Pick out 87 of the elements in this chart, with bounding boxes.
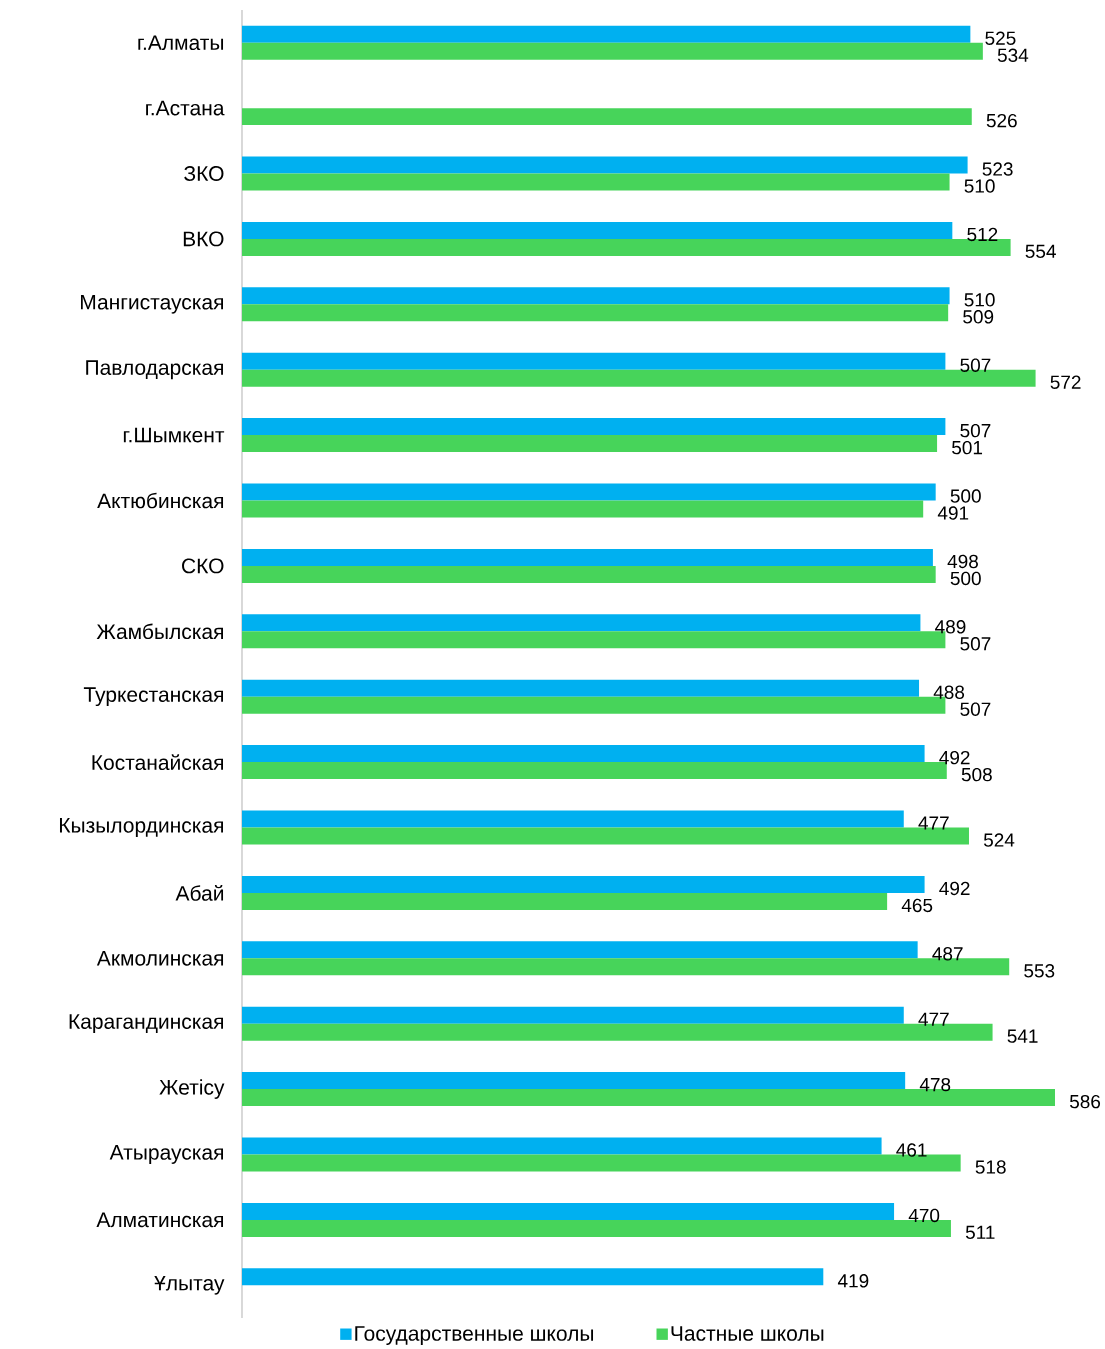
bar <box>242 304 949 322</box>
data-label: 541 <box>1007 1029 1038 1043</box>
bar <box>242 156 968 174</box>
data-label: 507 <box>960 702 991 716</box>
bar <box>242 548 933 566</box>
bar <box>242 1137 882 1155</box>
data-label: 525 <box>985 31 1016 45</box>
y-tick-label: г.Алматы <box>138 35 224 51</box>
bar <box>242 745 925 763</box>
bar <box>242 42 983 60</box>
y-tick-label: Павлодарская <box>86 360 223 380</box>
data-label: 511 <box>965 1225 995 1240</box>
bar <box>242 287 950 305</box>
bar <box>242 418 946 436</box>
bar <box>242 679 920 697</box>
bar <box>242 483 936 501</box>
y-tick-label: ЗКО <box>184 166 224 181</box>
legend-label: Государственные школы <box>355 1326 594 1346</box>
bar <box>242 25 971 43</box>
bar <box>242 435 938 453</box>
data-label: 477 <box>918 816 949 830</box>
data-label: 586 <box>1069 1094 1101 1109</box>
data-label: 507 <box>960 637 991 651</box>
data-label: 478 <box>919 1077 951 1092</box>
data-label: 477 <box>918 1012 949 1026</box>
y-tick-label: Абай <box>175 885 224 901</box>
data-label: 492 <box>939 750 970 765</box>
y-tick-label: Мангистауская <box>81 294 223 314</box>
y-tick-label: Актюбинская <box>97 492 224 509</box>
bar <box>242 941 918 959</box>
bar <box>242 352 946 370</box>
bar <box>242 1268 824 1286</box>
y-tick-label: г.Астана <box>146 100 225 116</box>
data-label: 498 <box>947 554 978 569</box>
data-label: 524 <box>983 833 1015 847</box>
data-label: 507 <box>960 358 991 372</box>
bar <box>242 221 953 239</box>
bar <box>242 810 904 828</box>
data-label: 509 <box>963 310 994 324</box>
data-label: 510 <box>964 293 995 307</box>
y-tick-label: Атырауская <box>109 1145 223 1164</box>
data-label: 523 <box>982 162 1013 176</box>
data-label: 500 <box>950 571 981 586</box>
y-tick-label: Алматинская <box>96 1212 224 1228</box>
bar <box>242 1006 904 1024</box>
bar <box>242 614 921 632</box>
data-label: 488 <box>933 685 965 699</box>
data-label: 465 <box>901 898 933 913</box>
bar <box>242 108 972 126</box>
y-tick-label: Жетісу <box>159 1079 225 1099</box>
bar <box>242 1202 895 1220</box>
bar <box>242 565 936 583</box>
y-tick-label: Ұлытау <box>154 1275 225 1295</box>
y-tick-label: Акмолинская <box>96 950 224 966</box>
y-tick-label: Кызылординская <box>59 818 223 837</box>
y-tick-label: Костанайская <box>92 754 223 771</box>
data-label: 489 <box>935 620 966 634</box>
y-tick-label: ВКО <box>183 231 224 247</box>
bar <box>242 875 925 893</box>
y-tick-label: г.Шымкент <box>123 427 225 443</box>
data-label: 572 <box>1050 375 1081 389</box>
data-label: 518 <box>975 1160 1006 1174</box>
y-tick-label: СКО <box>182 558 224 574</box>
data-label: 419 <box>837 1274 869 1288</box>
legend-label: Частные школы <box>671 1326 824 1341</box>
y-tick-label: Туркестанская <box>83 687 223 707</box>
data-label: 487 <box>932 947 963 961</box>
data-label: 507 <box>960 423 991 438</box>
data-label: 470 <box>908 1208 940 1223</box>
data-label: 491 <box>937 506 969 520</box>
data-label: 534 <box>997 48 1029 62</box>
data-label: 553 <box>1024 964 1055 978</box>
bar <box>242 173 950 191</box>
data-label: 510 <box>964 179 995 193</box>
data-label: 500 <box>950 489 981 503</box>
bar <box>242 500 924 518</box>
data-label: 461 <box>896 1143 927 1157</box>
data-label: 501 <box>952 440 983 455</box>
y-tick-label: Жамбылская <box>96 623 223 640</box>
bar <box>242 892 888 910</box>
data-label: 526 <box>986 113 1017 128</box>
y-tick-label: Карагандинская <box>69 1014 223 1034</box>
data-label: 508 <box>961 767 992 782</box>
bar <box>242 1072 906 1090</box>
data-label: 512 <box>967 227 998 242</box>
data-label: 492 <box>939 881 970 896</box>
data-label: 554 <box>1025 244 1056 259</box>
